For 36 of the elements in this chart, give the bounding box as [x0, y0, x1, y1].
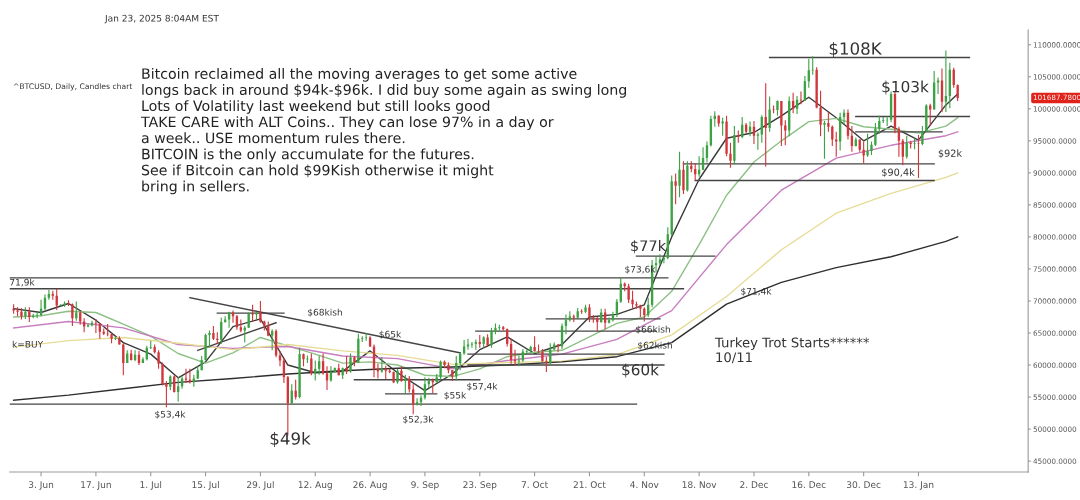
x-tick-label: 7. Oct: [521, 481, 548, 489]
annotation: $108K: [829, 41, 883, 58]
x-tick-label: 12. Aug: [298, 481, 332, 490]
x-tick-label: 30. Dec: [846, 481, 881, 489]
annotation: $68kish: [308, 308, 342, 317]
annotation: Bitcoin reclaimed all the moving averages to get some active longs back in around $94k-$96k. I did buy some again as swing long Lots of Volatility last weekend but still looks good TAKE CARE with ALT Coins.. They can lose 97% in a day or a week.. USE momentum rules there. BITCOIN is the only accumulate for the futures. See if Bitcoin can hold $99Kish otherwise it might bring in sellers.: [140, 68, 626, 195]
x-tick-label: 18. Nov: [682, 481, 717, 489]
x-tick-label: 3. Jun: [28, 481, 54, 490]
annotation: k=BUY: [12, 340, 44, 348]
x-tick-label: 26. Aug: [353, 481, 387, 490]
x-tick-label: 9. Sep: [411, 481, 439, 490]
annotation: $103k: [882, 80, 929, 95]
x-tick-label: 29. Jul: [247, 481, 274, 490]
annotation: $55k: [444, 391, 467, 400]
text: Jan 23, 2025 8:04AM EST: [104, 14, 219, 24]
annotation: $52,3k: [403, 415, 434, 424]
x-tick-label: 15. Jul: [192, 481, 219, 490]
x-tick-label: 13. Jan: [903, 481, 934, 490]
x-tick-label: 2. Dec: [740, 481, 768, 489]
annotation: 71,9k: [10, 278, 35, 287]
annotation: $60k: [622, 363, 659, 378]
x-tick-label: 4. Nov: [630, 481, 659, 489]
annotation: Turkey Trot Starts****** 10/11: [714, 337, 870, 364]
x-tick-label: 21. Oct: [573, 481, 606, 489]
x-tick-label: 1. Jul: [140, 481, 162, 490]
annotation: $90,4k: [882, 168, 915, 178]
annotation: $77k: [631, 239, 667, 254]
annotation: $65k: [379, 330, 402, 339]
annotation: $49k: [270, 431, 311, 448]
annotation: $66kish: [636, 325, 670, 334]
x-tick-label: 23. Sep: [463, 481, 497, 490]
annotation: $57,4k: [467, 382, 498, 391]
x-tick-label: 16. Dec: [792, 481, 826, 489]
x-tick-label: 17. Jun: [81, 481, 111, 490]
annotation: $92k: [938, 149, 963, 159]
annotation: $53,4k: [155, 410, 186, 419]
